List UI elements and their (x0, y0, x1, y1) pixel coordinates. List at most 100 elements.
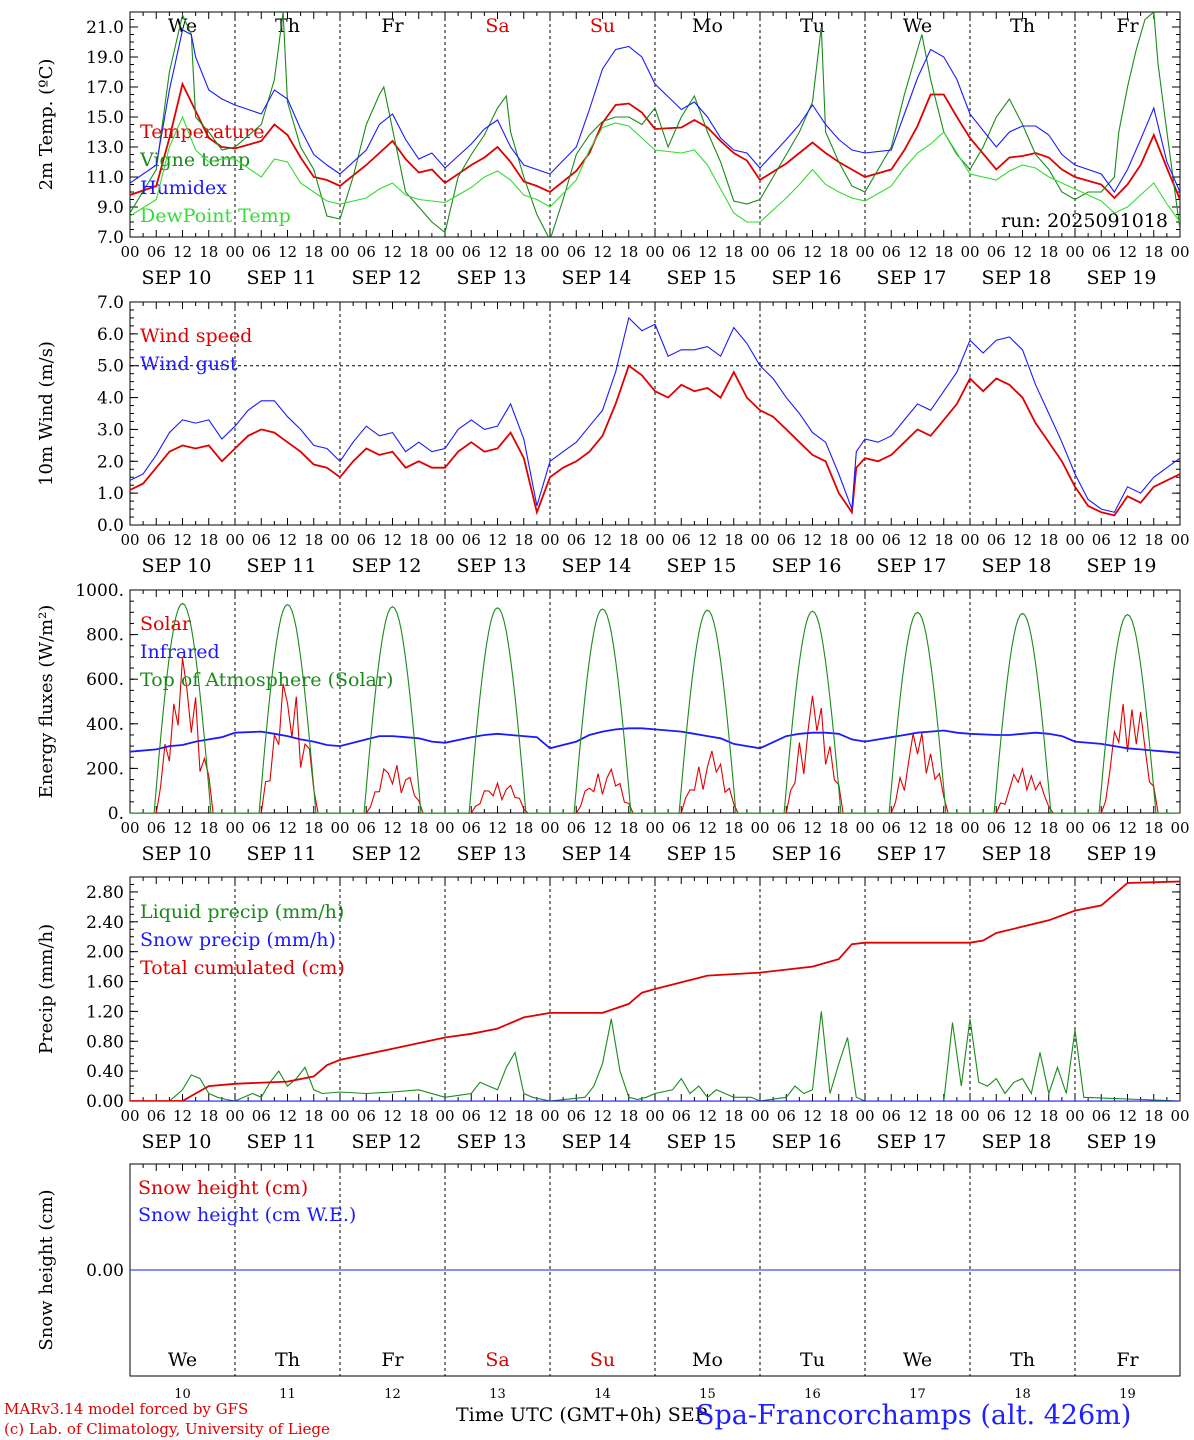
day-of-week-label: Th (275, 15, 300, 37)
hour-tick-label: 12 (908, 531, 927, 549)
day-of-week-label: Su (590, 1349, 615, 1371)
date-label: SEP 15 (667, 843, 737, 865)
hour-tick-label: 06 (462, 1107, 481, 1125)
series-line-2 (130, 602, 1180, 813)
hour-tick-label: 12 (803, 243, 822, 261)
hour-tick-label: 00 (330, 819, 349, 837)
day-number-label: 15 (699, 1387, 716, 1402)
hour-tick-label: 18 (1144, 243, 1163, 261)
hour-tick-label: 00 (225, 243, 244, 261)
date-label: SEP 18 (982, 1131, 1052, 1153)
legend-entry: Snow height (cm W.E.) (138, 1204, 356, 1226)
date-label: SEP 14 (562, 1131, 632, 1153)
hour-tick-label: 18 (514, 531, 533, 549)
y-axis-label: Precip (mm/h) (36, 924, 57, 1054)
series-line-1 (130, 12, 1180, 237)
hour-tick-label: 00 (1065, 531, 1084, 549)
hour-tick-label: 06 (882, 243, 901, 261)
day-of-week-label: Tu (800, 1349, 825, 1371)
hour-tick-label: 06 (567, 531, 586, 549)
hour-tick-label: 18 (1039, 243, 1058, 261)
day-of-week-label: We (168, 15, 197, 37)
hour-tick-label: 06 (462, 243, 481, 261)
hour-tick-label: 12 (1118, 819, 1137, 837)
day-of-week-label: Sa (485, 1349, 509, 1371)
hour-tick-label: 06 (672, 243, 691, 261)
series-line-0 (130, 364, 1180, 517)
hour-tick-label: 18 (304, 1107, 323, 1125)
lab-credit: (c) Lab. of Climatology, University of L… (4, 1420, 330, 1438)
y-tick-label: 2.00 (86, 943, 124, 963)
hour-tick-label: 18 (1144, 819, 1163, 837)
legend-entry: Top of Atmosphere (Solar) (140, 669, 393, 691)
day-of-week-label: Su (590, 15, 615, 37)
y-tick-label: 0.00 (86, 1261, 124, 1281)
date-label: SEP 14 (562, 267, 632, 289)
y-tick-label: 1000. (75, 581, 124, 601)
hour-tick-label: 06 (462, 531, 481, 549)
legend-entry: Infrared (140, 641, 220, 663)
date-label: SEP 10 (142, 843, 212, 865)
hour-tick-label: 06 (777, 819, 796, 837)
hour-tick-label: 18 (1144, 531, 1163, 549)
date-label: SEP 16 (772, 1131, 842, 1153)
y-tick-label: 11.0 (86, 168, 124, 188)
hour-tick-label: 18 (199, 531, 218, 549)
legend-entry: Wind speed (140, 325, 252, 347)
hour-tick-label: 06 (987, 1107, 1006, 1125)
hour-tick-label: 18 (304, 819, 323, 837)
hour-tick-label: 12 (698, 243, 717, 261)
series-line-2 (130, 29, 1180, 194)
date-label: SEP 19 (1087, 843, 1157, 865)
hour-tick-label: 18 (724, 819, 743, 837)
hour-tick-label: 06 (252, 1107, 271, 1125)
day-of-week-label: We (903, 1349, 932, 1371)
date-label: SEP 13 (457, 843, 527, 865)
date-label: SEP 12 (352, 843, 422, 865)
hour-tick-label: 12 (173, 1107, 192, 1125)
hour-tick-label: 12 (1118, 531, 1137, 549)
y-tick-label: 400. (86, 715, 124, 735)
hour-tick-label: 00 (750, 243, 769, 261)
hour-tick-label: 12 (173, 531, 192, 549)
y-tick-label: 0.00 (86, 1092, 124, 1112)
date-label: SEP 19 (1087, 267, 1157, 289)
hour-tick-label: 06 (462, 819, 481, 837)
date-label: SEP 16 (772, 843, 842, 865)
date-label: SEP 11 (247, 1131, 317, 1153)
hour-tick-label: 18 (724, 1107, 743, 1125)
hour-tick-label: 18 (829, 819, 848, 837)
y-tick-label: 0.40 (86, 1062, 124, 1082)
hour-tick-label: 18 (619, 531, 638, 549)
hour-tick-label: 12 (488, 819, 507, 837)
y-tick-label: 13.0 (86, 138, 124, 158)
hour-tick-label: 00 (855, 243, 874, 261)
hour-tick-label: 18 (199, 819, 218, 837)
y-axis-label: Snow height (cm) (36, 1189, 57, 1350)
hour-tick-label: 06 (147, 243, 166, 261)
hour-tick-label: 18 (514, 1107, 533, 1125)
hour-tick-label: 12 (908, 243, 927, 261)
y-axis-label: 2m Temp. (ºC) (36, 59, 57, 191)
date-label: SEP 13 (457, 267, 527, 289)
day-of-week-label: Th (275, 1349, 300, 1371)
date-label: SEP 17 (877, 267, 947, 289)
hour-tick-label: 12 (593, 243, 612, 261)
hour-tick-label: 12 (383, 1107, 402, 1125)
hour-tick-label: 00 (960, 531, 979, 549)
series-line-0 (130, 657, 1180, 813)
date-label: SEP 11 (247, 555, 317, 577)
y-tick-label: 200. (86, 759, 124, 779)
hour-tick-label: 18 (619, 243, 638, 261)
hour-tick-label: 18 (934, 819, 953, 837)
date-label: SEP 16 (772, 267, 842, 289)
hour-tick-label: 00 (120, 1107, 139, 1125)
hour-tick-label: 00 (540, 819, 559, 837)
hour-tick-label: 06 (882, 1107, 901, 1125)
y-axis-label: 10m Wind (m/s) (36, 341, 57, 486)
hour-tick-label: 00 (855, 531, 874, 549)
hour-tick-label: 06 (147, 531, 166, 549)
hour-tick-label: 18 (1039, 531, 1058, 549)
y-tick-label: 17.0 (86, 78, 124, 98)
hour-tick-label: 18 (829, 1107, 848, 1125)
